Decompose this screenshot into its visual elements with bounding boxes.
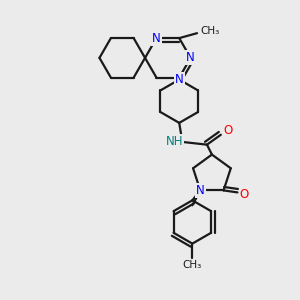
- Text: N: N: [196, 184, 205, 197]
- Text: N: N: [152, 32, 161, 45]
- Text: CH₃: CH₃: [183, 260, 202, 270]
- Text: O: O: [240, 188, 249, 201]
- Text: N: N: [186, 51, 195, 64]
- Text: O: O: [223, 124, 232, 137]
- Text: CH₃: CH₃: [200, 26, 219, 36]
- Text: NH: NH: [166, 135, 183, 148]
- Text: N: N: [175, 73, 184, 86]
